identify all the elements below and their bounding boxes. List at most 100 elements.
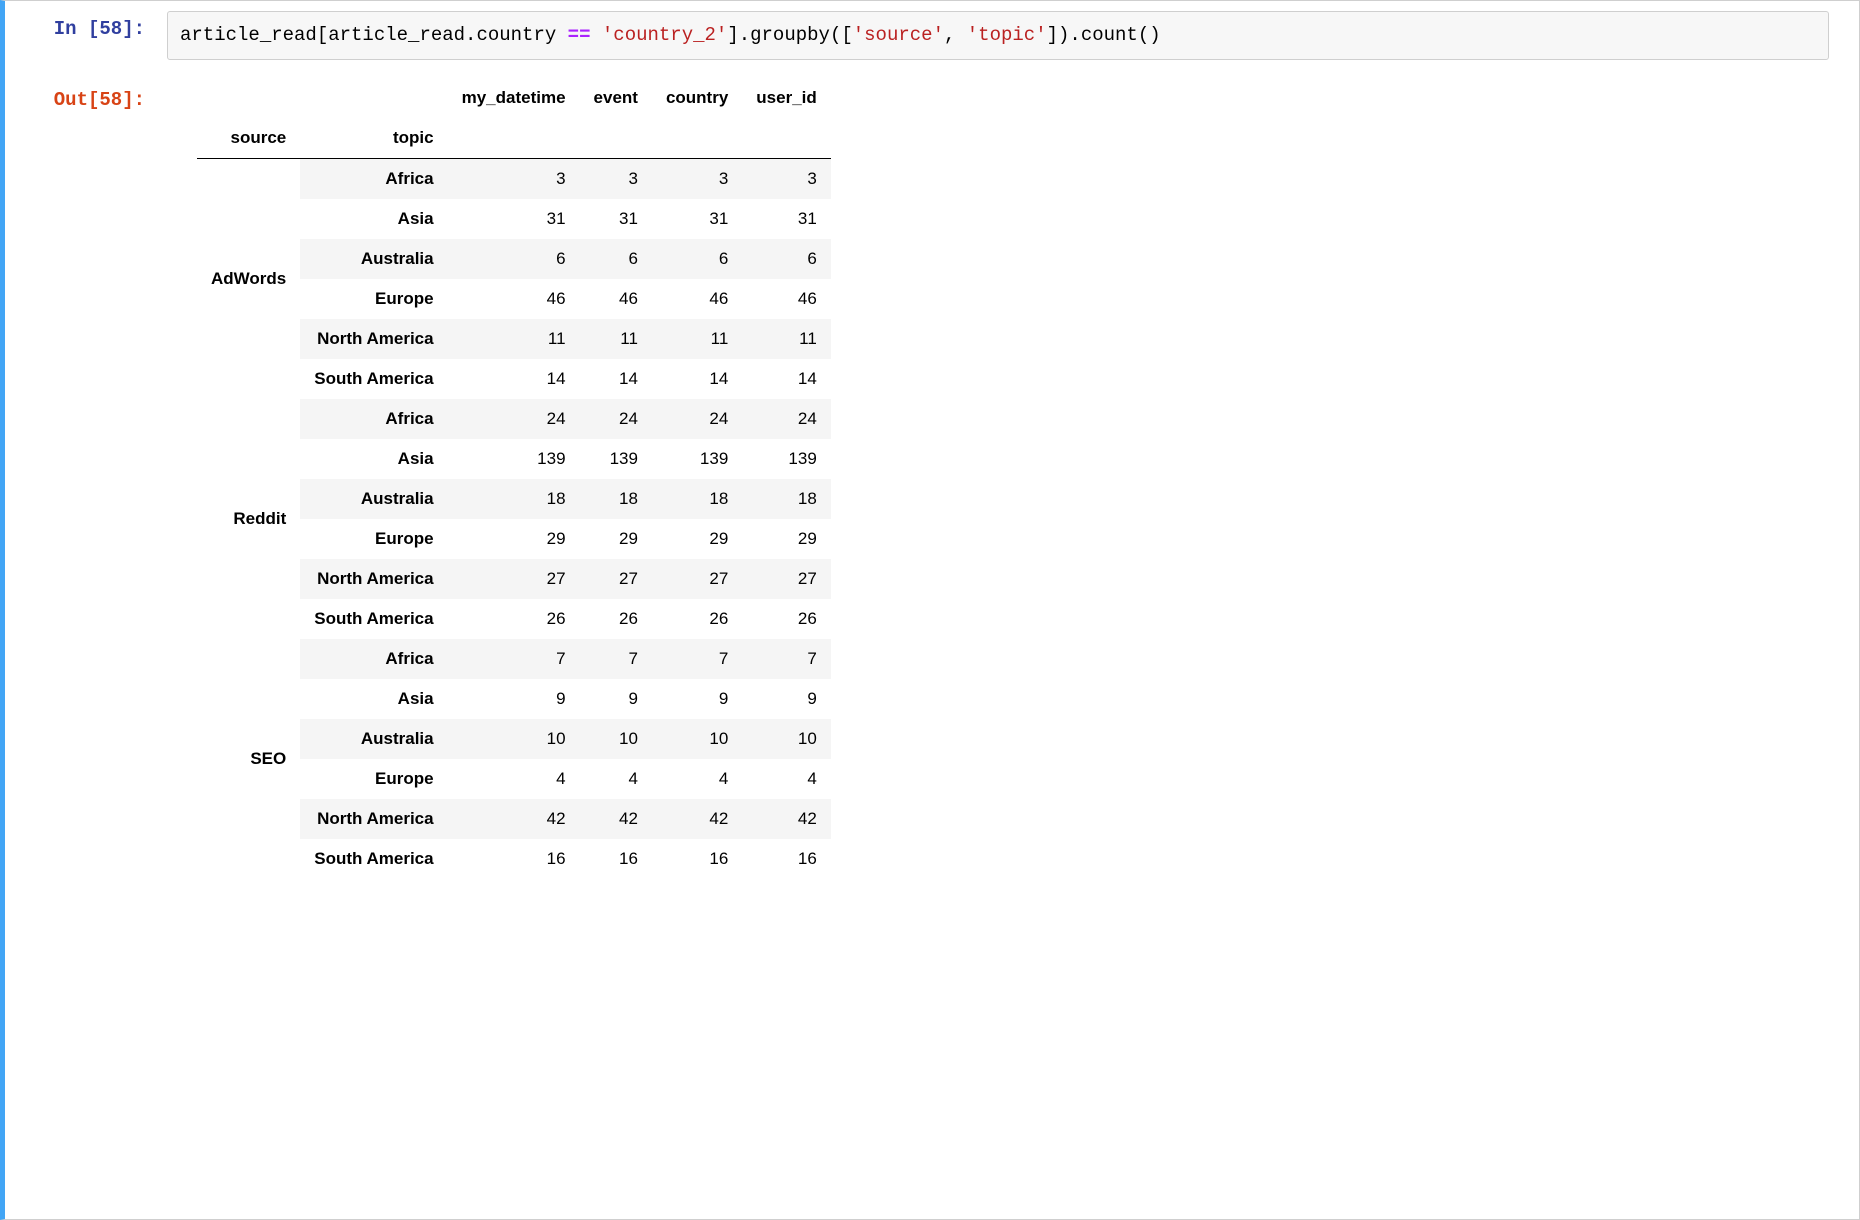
prompt-gutter: In [58]: Out[58]: bbox=[5, 1, 155, 1219]
table-cell: 29 bbox=[580, 519, 652, 559]
code-token bbox=[590, 24, 601, 46]
code-token: article_read[article_read bbox=[180, 24, 465, 46]
blank-header bbox=[580, 118, 652, 159]
table-cell: 16 bbox=[742, 839, 830, 879]
table-cell: 14 bbox=[580, 359, 652, 399]
notebook-cell: In [58]: Out[58]: article_read[article_r… bbox=[0, 0, 1860, 1220]
code-token: == bbox=[568, 24, 591, 46]
table-cell: 4 bbox=[580, 759, 652, 799]
table-cell: 24 bbox=[652, 399, 742, 439]
code-token: . bbox=[739, 24, 750, 46]
table-cell: 16 bbox=[652, 839, 742, 879]
table-cell: 9 bbox=[580, 679, 652, 719]
code-token: 'topic' bbox=[967, 24, 1047, 46]
table-cell: 11 bbox=[580, 319, 652, 359]
index-level-1: Africa bbox=[300, 158, 447, 199]
table-cell: 31 bbox=[580, 199, 652, 239]
index-level-1: Asia bbox=[300, 199, 447, 239]
index-level-1: North America bbox=[300, 319, 447, 359]
table-cell: 6 bbox=[742, 239, 830, 279]
blank-header bbox=[652, 118, 742, 159]
table-cell: 3 bbox=[742, 158, 830, 199]
table-cell: 3 bbox=[448, 158, 580, 199]
code-input[interactable]: article_read[article_read.country == 'co… bbox=[167, 11, 1829, 60]
index-level-1: Australia bbox=[300, 239, 447, 279]
table-cell: 46 bbox=[652, 279, 742, 319]
table-cell: 9 bbox=[448, 679, 580, 719]
table-cell: 46 bbox=[742, 279, 830, 319]
code-token: count() bbox=[1081, 24, 1161, 46]
index-level-0: SEO bbox=[197, 639, 300, 879]
index-level-1: Europe bbox=[300, 279, 447, 319]
table-cell: 139 bbox=[580, 439, 652, 479]
index-level-1: Europe bbox=[300, 759, 447, 799]
table-cell: 10 bbox=[652, 719, 742, 759]
code-token: ] bbox=[727, 24, 738, 46]
blank-header bbox=[197, 78, 300, 118]
index-level-0: AdWords bbox=[197, 158, 300, 399]
code-token: country bbox=[476, 24, 567, 46]
table-cell: 29 bbox=[448, 519, 580, 559]
table-cell: 18 bbox=[448, 479, 580, 519]
blank-header bbox=[300, 78, 447, 118]
table-cell: 7 bbox=[742, 639, 830, 679]
dataframe-table: my_datetimeeventcountryuser_id sourcetop… bbox=[197, 78, 831, 879]
table-body: AdWordsAfrica3333Asia31313131Australia66… bbox=[197, 158, 831, 879]
index-level-1: Asia bbox=[300, 679, 447, 719]
table-cell: 11 bbox=[742, 319, 830, 359]
table-cell: 42 bbox=[652, 799, 742, 839]
index-level-1: Australia bbox=[300, 719, 447, 759]
index-level-1: South America bbox=[300, 599, 447, 639]
table-cell: 31 bbox=[742, 199, 830, 239]
table-cell: 11 bbox=[448, 319, 580, 359]
index-level-1: South America bbox=[300, 839, 447, 879]
index-level-1: North America bbox=[300, 799, 447, 839]
table-cell: 14 bbox=[448, 359, 580, 399]
index-name-header: topic bbox=[300, 118, 447, 159]
table-cell: 42 bbox=[742, 799, 830, 839]
index-level-1: Africa bbox=[300, 399, 447, 439]
table-cell: 4 bbox=[652, 759, 742, 799]
table-cell: 7 bbox=[580, 639, 652, 679]
table-cell: 4 bbox=[448, 759, 580, 799]
code-token: 'source' bbox=[853, 24, 944, 46]
table-cell: 27 bbox=[448, 559, 580, 599]
code-token: , bbox=[944, 24, 967, 46]
table-cell: 10 bbox=[448, 719, 580, 759]
table-cell: 16 bbox=[580, 839, 652, 879]
output-area: my_datetimeeventcountryuser_id sourcetop… bbox=[167, 78, 1829, 879]
blank-header bbox=[742, 118, 830, 159]
table-cell: 26 bbox=[742, 599, 830, 639]
table-cell: 27 bbox=[742, 559, 830, 599]
column-header: my_datetime bbox=[448, 78, 580, 118]
table-row: SEOAfrica7777 bbox=[197, 639, 831, 679]
table-cell: 24 bbox=[742, 399, 830, 439]
column-header: event bbox=[580, 78, 652, 118]
table-cell: 4 bbox=[742, 759, 830, 799]
table-cell: 18 bbox=[652, 479, 742, 519]
index-level-1: Africa bbox=[300, 639, 447, 679]
table-cell: 29 bbox=[742, 519, 830, 559]
table-cell: 27 bbox=[580, 559, 652, 599]
index-level-1: South America bbox=[300, 359, 447, 399]
table-cell: 6 bbox=[448, 239, 580, 279]
table-cell: 18 bbox=[742, 479, 830, 519]
table-cell: 42 bbox=[448, 799, 580, 839]
table-cell: 6 bbox=[652, 239, 742, 279]
table-cell: 31 bbox=[652, 199, 742, 239]
table-cell: 29 bbox=[652, 519, 742, 559]
cell-body: article_read[article_read.country == 'co… bbox=[155, 1, 1859, 1219]
table-row: RedditAfrica24242424 bbox=[197, 399, 831, 439]
table-cell: 10 bbox=[742, 719, 830, 759]
code-token: . bbox=[465, 24, 476, 46]
index-name-header: source bbox=[197, 118, 300, 159]
index-level-0: Reddit bbox=[197, 399, 300, 639]
table-cell: 7 bbox=[448, 639, 580, 679]
table-cell: 27 bbox=[652, 559, 742, 599]
table-cell: 139 bbox=[652, 439, 742, 479]
table-columns-row: my_datetimeeventcountryuser_id bbox=[197, 78, 831, 118]
column-header: user_id bbox=[742, 78, 830, 118]
table-header: my_datetimeeventcountryuser_id sourcetop… bbox=[197, 78, 831, 159]
table-cell: 16 bbox=[448, 839, 580, 879]
index-level-1: Asia bbox=[300, 439, 447, 479]
